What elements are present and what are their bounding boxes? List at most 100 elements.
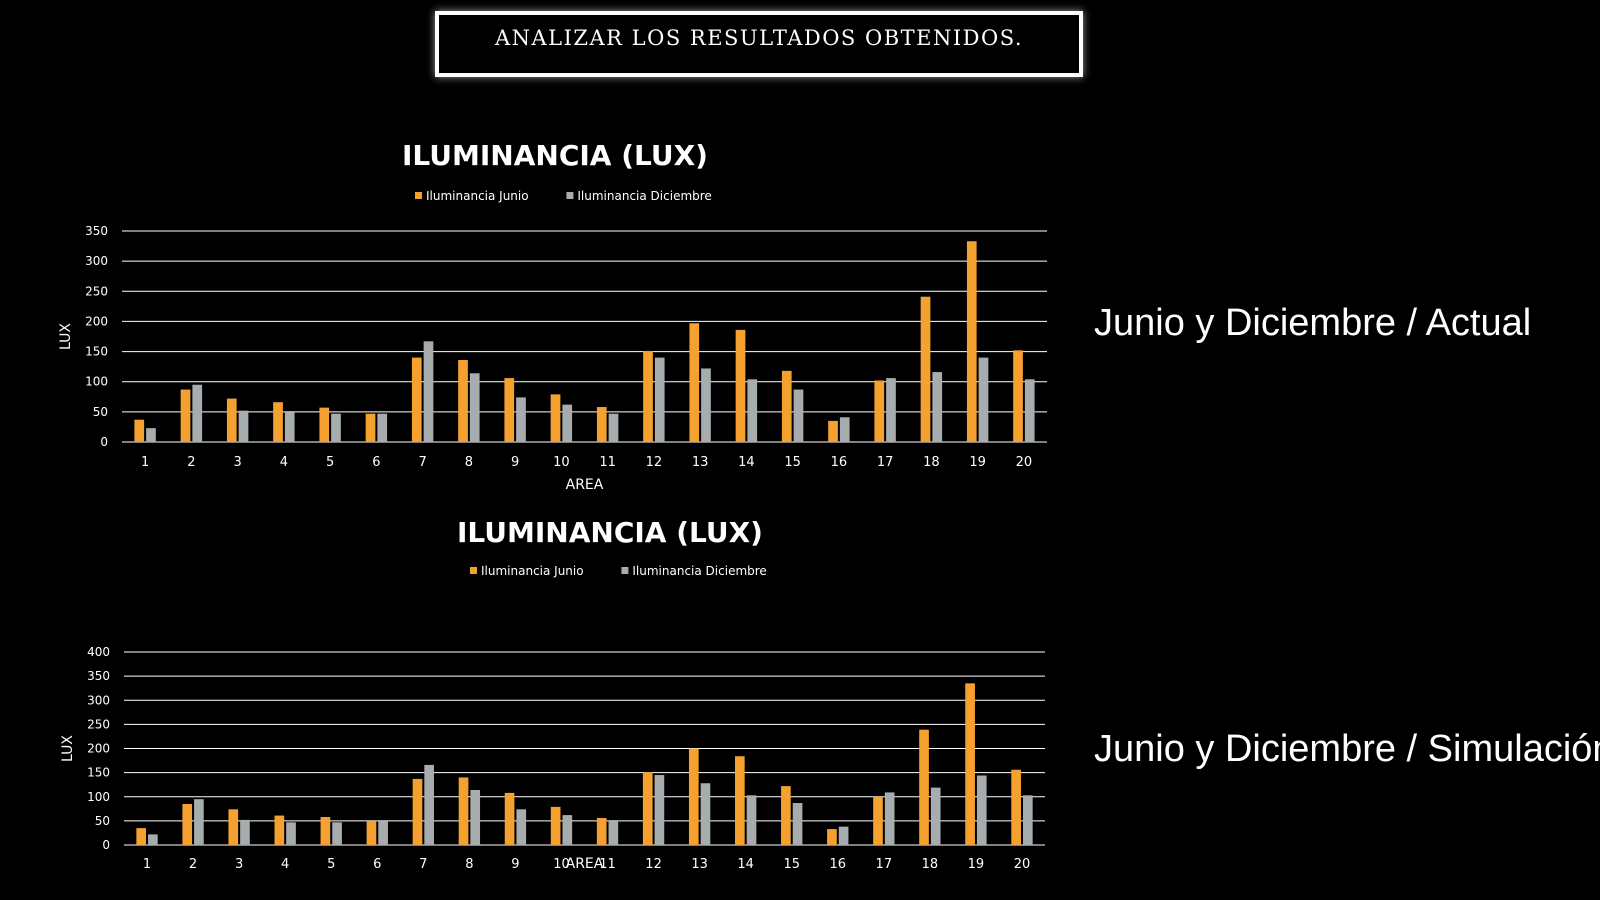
x-tick-label: 4 [280, 455, 288, 470]
x-tick-label: 19 [969, 455, 986, 470]
bar-junio-3 [226, 398, 237, 442]
bar-junio-19 [965, 683, 975, 845]
bar-junio-6 [366, 821, 377, 845]
y-tick-label: 0 [100, 435, 108, 449]
bar-junio-12 [642, 772, 653, 845]
bar-junio-18 [919, 729, 929, 845]
x-tick-label: 7 [418, 455, 426, 470]
bar-junio-10 [550, 394, 561, 442]
bar-junio-4 [274, 815, 285, 845]
chart-actual: ILUMINANCIA (LUX)Iluminancia Junio Ilumin… [58, 139, 1047, 493]
x-tick-label: 12 [645, 857, 662, 872]
bar-diciembre-4 [284, 412, 295, 442]
bar-diciembre-10 [562, 404, 573, 442]
bar-diciembre-17 [884, 792, 895, 845]
x-tick-label: 15 [784, 455, 801, 470]
x-tick-label: 11 [599, 857, 616, 872]
y-tick-label: 150 [87, 766, 110, 780]
y-tick-label: 50 [95, 814, 110, 828]
x-tick-label: 9 [511, 455, 519, 470]
x-tick-label: 3 [235, 857, 243, 872]
bar-diciembre-15 [793, 389, 804, 442]
chart-title: ILUMINANCIA (LUX) [457, 516, 763, 549]
bar-junio-7 [411, 357, 422, 442]
x-tick-label: 4 [281, 857, 289, 872]
bar-junio-1 [136, 828, 147, 845]
x-tick-label: 17 [876, 857, 893, 872]
bar-junio-10 [550, 806, 561, 845]
bar-diciembre-3 [238, 410, 249, 442]
x-axis-label: AREA [566, 856, 604, 872]
bar-diciembre-11 [608, 413, 619, 442]
bar-junio-3 [228, 809, 239, 845]
y-tick-label: 250 [87, 717, 110, 731]
x-tick-label: 13 [691, 857, 708, 872]
bar-diciembre-3 [240, 819, 250, 845]
y-tick-label: 350 [87, 669, 110, 683]
bar-diciembre-20 [1024, 379, 1035, 442]
x-tick-label: 20 [1014, 857, 1031, 872]
legend-label-diciembre: Iluminancia Diciembre [632, 564, 766, 578]
bar-junio-9 [504, 792, 515, 845]
bar-diciembre-19 [978, 357, 989, 442]
bar-junio-12 [643, 350, 653, 442]
x-tick-label: 5 [326, 455, 334, 470]
x-tick-label: 13 [692, 455, 709, 470]
bar-diciembre-7 [424, 764, 434, 845]
bar-diciembre-8 [470, 789, 481, 845]
x-tick-label: 1 [143, 857, 151, 872]
bar-diciembre-11 [608, 821, 619, 845]
bar-junio-11 [596, 817, 607, 845]
bar-diciembre-1 [148, 834, 158, 845]
bar-diciembre-14 [746, 795, 757, 845]
bar-junio-2 [182, 803, 193, 845]
x-tick-label: 17 [877, 455, 894, 470]
y-tick-label: 200 [87, 742, 110, 756]
chart-legend: Iluminancia Junio Iluminancia Diciembre [470, 564, 767, 578]
x-tick-label: 12 [646, 455, 663, 470]
bar-diciembre-15 [792, 803, 803, 845]
bar-diciembre-13 [700, 783, 711, 845]
y-tick-label: 250 [85, 284, 108, 298]
x-tick-label: 9 [511, 857, 519, 872]
bar-diciembre-16 [839, 417, 850, 442]
bar-diciembre-17 [886, 378, 896, 442]
bar-junio-5 [320, 817, 331, 845]
bar-junio-14 [735, 756, 745, 845]
bar-diciembre-13 [701, 368, 711, 442]
y-tick-label: 100 [85, 375, 108, 389]
legend-label-diciembre: Iluminancia Diciembre [577, 189, 711, 203]
x-tick-label: 15 [783, 857, 800, 872]
x-tick-label: 10 [553, 857, 570, 872]
bar-diciembre-12 [654, 357, 665, 442]
chart-legend: Iluminancia Junio Iluminancia Diciembre [415, 189, 712, 203]
y-tick-label: 300 [85, 254, 108, 268]
bar-junio-6 [365, 413, 376, 442]
bar-junio-8 [458, 360, 468, 442]
bar-junio-19 [966, 241, 977, 442]
y-tick-label: 350 [85, 224, 108, 238]
x-tick-label: 1 [141, 455, 149, 470]
legend-swatch-junio [415, 192, 422, 199]
legend-swatch-junio [470, 567, 477, 574]
bar-junio-15 [781, 370, 792, 442]
x-tick-label: 8 [465, 857, 473, 872]
slide-title-box: ANALIZAR LOS RESULTADOS OBTENIDOS. [435, 11, 1083, 77]
x-tick-label: 20 [1016, 455, 1033, 470]
x-tick-label: 16 [831, 455, 848, 470]
x-tick-label: 14 [737, 857, 754, 872]
legend-label-junio: Iluminancia Junio [481, 564, 584, 578]
bar-junio-2 [180, 389, 191, 442]
x-tick-label: 6 [373, 857, 381, 872]
bar-diciembre-2 [192, 384, 203, 442]
bar-junio-4 [273, 402, 283, 442]
bar-junio-13 [688, 748, 699, 845]
bar-junio-20 [1011, 769, 1021, 845]
bar-junio-8 [458, 777, 469, 845]
bar-junio-20 [1013, 350, 1023, 442]
y-tick-label: 300 [87, 693, 110, 707]
bar-diciembre-9 [516, 397, 526, 442]
x-tick-label: 6 [372, 455, 380, 470]
x-tick-label: 10 [553, 455, 570, 470]
bar-junio-18 [920, 296, 931, 442]
